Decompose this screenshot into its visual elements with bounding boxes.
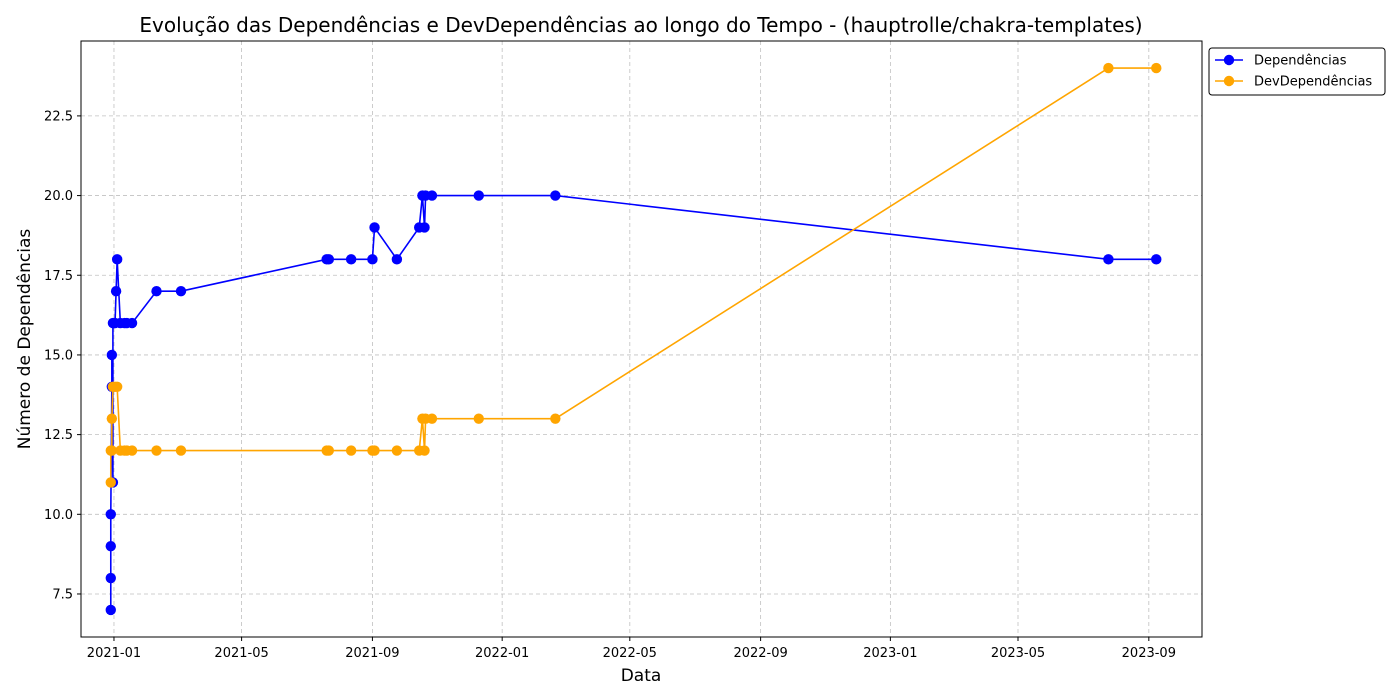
y-axis: 7.5 10.0 12.5 15.0 17.5 20.0 22.5	[44, 109, 81, 602]
data-point	[175, 445, 187, 456]
x-tick-label: 2021-05	[214, 646, 268, 661]
data-point	[151, 285, 162, 297]
series-2	[105, 62, 1162, 488]
y-tick-label: 22.5	[44, 109, 73, 124]
data-point	[419, 445, 430, 456]
plot-area	[80, 40, 1203, 638]
legend-label: Dependências	[1254, 54, 1347, 69]
data-point	[345, 254, 357, 265]
data-point	[426, 190, 438, 201]
y-tick-label: 20.0	[44, 189, 73, 204]
data-point	[1103, 62, 1114, 74]
data-point	[1151, 62, 1162, 74]
data-point	[345, 445, 357, 456]
data-point	[473, 413, 484, 424]
y-axis-label: Número de Dependências	[15, 229, 35, 450]
legend-marker	[1223, 75, 1235, 87]
data-point	[391, 254, 403, 265]
x-axis-label: Data	[621, 666, 662, 686]
x-axis: 2021-01 2021-05 2021-09 2022-01 2022-05 2022-…	[87, 637, 1176, 661]
data-point	[391, 445, 403, 456]
data-point	[1103, 254, 1114, 265]
data-point	[106, 349, 118, 361]
data-point	[550, 190, 561, 201]
data-point	[175, 285, 187, 297]
data-point	[105, 572, 116, 584]
data-point	[419, 222, 430, 233]
x-tick-label: 2021-09	[345, 646, 399, 661]
data-point	[323, 254, 335, 265]
data-point	[126, 317, 138, 329]
y-tick-label: 17.5	[44, 269, 73, 284]
data-point	[151, 445, 162, 456]
data-point	[105, 604, 116, 616]
x-tick-label: 2022-05	[603, 646, 657, 661]
data-point	[111, 381, 123, 393]
data-point	[106, 413, 118, 424]
data-point	[550, 413, 561, 424]
data-point	[426, 413, 438, 424]
y-tick-label: 12.5	[44, 428, 73, 443]
data-point	[106, 445, 118, 456]
chart-title: Evolução das Dependências e DevDependênc…	[139, 13, 1142, 37]
grid	[81, 41, 1202, 637]
data-point	[367, 254, 378, 265]
legend-box	[1208, 47, 1386, 96]
legend: Dependências DevDependências	[1208, 47, 1386, 96]
data-point	[111, 254, 123, 265]
data-point	[105, 509, 116, 520]
data-point	[473, 190, 484, 201]
series-line	[109, 194, 1157, 610]
data-point	[323, 445, 335, 456]
y-tick-label: 10.0	[44, 508, 73, 523]
y-tick-label: 15.0	[44, 348, 73, 363]
data-point	[105, 540, 116, 552]
data-point	[369, 445, 380, 456]
y-tick-label: 7.5	[52, 587, 73, 602]
data-point	[110, 285, 122, 297]
legend-label: DevDependências	[1254, 75, 1372, 90]
data-point	[126, 445, 138, 456]
series-1	[105, 190, 1162, 616]
data-point	[1151, 254, 1162, 265]
legend-marker	[1223, 54, 1235, 66]
x-tick-label: 2022-01	[475, 646, 529, 661]
x-tick-label: 2023-05	[991, 646, 1045, 661]
x-tick-label: 2023-01	[863, 646, 917, 661]
data-point	[369, 222, 380, 233]
series-layer	[105, 62, 1162, 616]
data-point	[105, 477, 116, 488]
x-tick-label: 2022-09	[733, 646, 787, 661]
x-tick-label: 2021-01	[87, 646, 141, 661]
x-tick-label: 2023-09	[1122, 646, 1176, 661]
